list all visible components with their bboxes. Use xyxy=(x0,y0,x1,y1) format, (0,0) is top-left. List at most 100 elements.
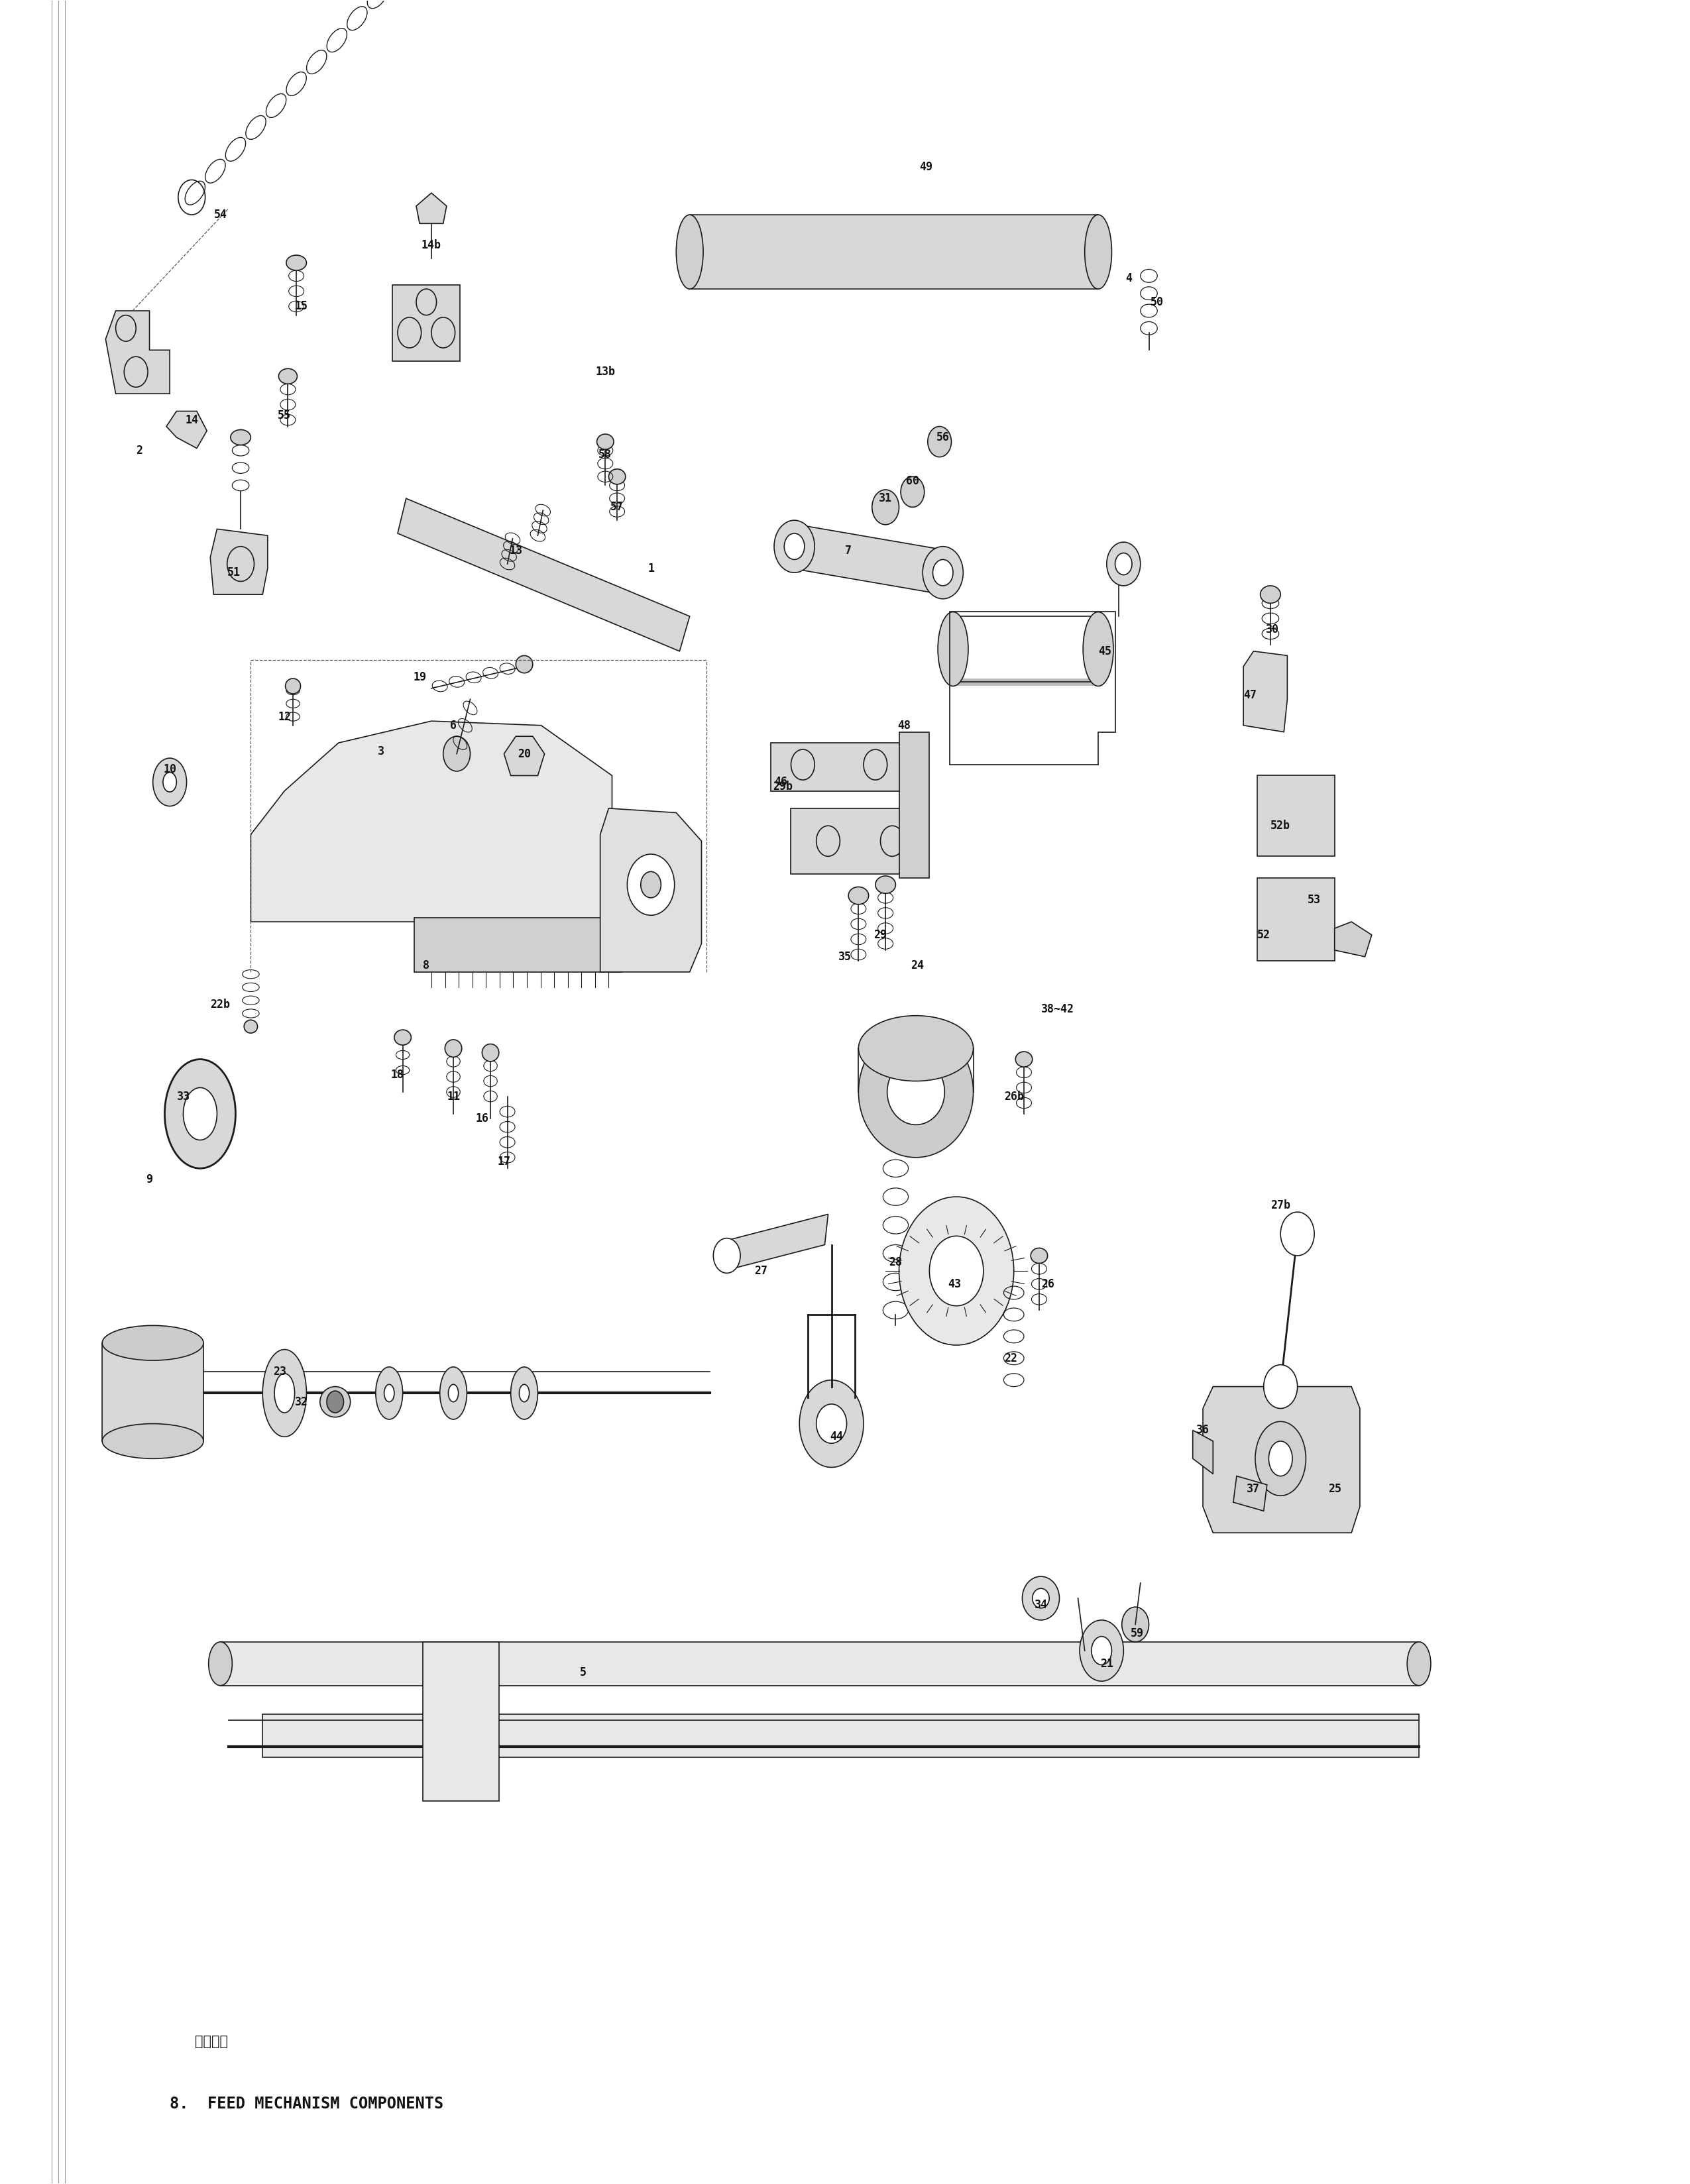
Ellipse shape xyxy=(515,655,532,673)
Circle shape xyxy=(930,1236,984,1306)
Text: 8: 8 xyxy=(422,959,429,972)
Ellipse shape xyxy=(816,1404,847,1444)
Text: 55: 55 xyxy=(277,411,291,422)
Text: 17: 17 xyxy=(497,1155,510,1168)
Polygon shape xyxy=(1335,922,1372,957)
Polygon shape xyxy=(1203,1387,1360,1533)
Text: 12: 12 xyxy=(277,710,291,723)
Polygon shape xyxy=(723,1214,828,1271)
Text: 2: 2 xyxy=(135,446,142,456)
Text: 47: 47 xyxy=(1244,688,1257,701)
Polygon shape xyxy=(101,1343,203,1441)
Circle shape xyxy=(627,854,674,915)
Text: 50: 50 xyxy=(1151,297,1164,308)
Ellipse shape xyxy=(510,1367,537,1420)
Text: 32: 32 xyxy=(294,1396,308,1409)
Polygon shape xyxy=(397,498,690,651)
Ellipse shape xyxy=(597,435,613,450)
Ellipse shape xyxy=(262,1350,306,1437)
Text: 13: 13 xyxy=(509,544,522,557)
Ellipse shape xyxy=(1031,1247,1048,1262)
Text: 44: 44 xyxy=(830,1431,843,1444)
Text: 送り関係: 送り関係 xyxy=(194,2035,228,2049)
Polygon shape xyxy=(422,1642,499,1802)
Polygon shape xyxy=(899,732,930,878)
Ellipse shape xyxy=(162,773,176,793)
Polygon shape xyxy=(1234,1476,1268,1511)
Circle shape xyxy=(1122,1607,1149,1642)
Text: 15: 15 xyxy=(294,301,308,312)
Ellipse shape xyxy=(101,1326,203,1361)
Text: 24: 24 xyxy=(911,959,924,972)
Ellipse shape xyxy=(1408,1642,1431,1686)
Text: 30: 30 xyxy=(1266,622,1279,636)
Text: 60: 60 xyxy=(906,476,919,487)
Ellipse shape xyxy=(230,430,250,446)
Text: 49: 49 xyxy=(919,162,933,173)
Text: 45: 45 xyxy=(1098,644,1112,657)
Polygon shape xyxy=(771,743,906,791)
Text: 26b: 26b xyxy=(1004,1090,1024,1103)
Polygon shape xyxy=(1244,651,1288,732)
Ellipse shape xyxy=(482,1044,499,1061)
Text: 11: 11 xyxy=(446,1090,460,1103)
Text: 22b: 22b xyxy=(211,998,230,1011)
Ellipse shape xyxy=(1022,1577,1060,1621)
Circle shape xyxy=(928,426,951,456)
Ellipse shape xyxy=(1083,612,1114,686)
Text: 48: 48 xyxy=(897,719,911,732)
Text: 29: 29 xyxy=(874,928,887,941)
Ellipse shape xyxy=(439,1367,466,1420)
Text: 31: 31 xyxy=(879,491,892,505)
Ellipse shape xyxy=(274,1374,294,1413)
Polygon shape xyxy=(414,917,622,972)
Text: 38~42: 38~42 xyxy=(1041,1002,1075,1016)
Text: 34: 34 xyxy=(1034,1599,1048,1612)
Text: 23: 23 xyxy=(272,1365,286,1378)
Text: 7: 7 xyxy=(845,544,852,557)
Ellipse shape xyxy=(1016,1053,1033,1068)
Text: 5: 5 xyxy=(580,1666,586,1679)
Text: 21: 21 xyxy=(1100,1658,1114,1671)
Ellipse shape xyxy=(875,876,896,893)
Text: 51: 51 xyxy=(226,566,240,579)
Polygon shape xyxy=(166,411,206,448)
Text: 27b: 27b xyxy=(1271,1199,1291,1212)
Polygon shape xyxy=(210,529,267,594)
Circle shape xyxy=(443,736,470,771)
Text: 58: 58 xyxy=(598,450,612,461)
Polygon shape xyxy=(220,1642,1420,1686)
Text: 52b: 52b xyxy=(1271,819,1291,832)
Ellipse shape xyxy=(519,1385,529,1402)
Circle shape xyxy=(901,476,924,507)
Text: 29b: 29b xyxy=(772,780,793,793)
Ellipse shape xyxy=(608,470,625,485)
Ellipse shape xyxy=(286,256,306,271)
Text: 14: 14 xyxy=(186,415,198,426)
Text: 9: 9 xyxy=(145,1173,152,1186)
Ellipse shape xyxy=(1092,1636,1112,1664)
Ellipse shape xyxy=(848,887,869,904)
Text: 28: 28 xyxy=(889,1256,902,1269)
Text: 22: 22 xyxy=(1004,1352,1017,1365)
Ellipse shape xyxy=(279,369,297,384)
Text: 6: 6 xyxy=(450,719,456,732)
Text: 26: 26 xyxy=(1041,1278,1055,1291)
Polygon shape xyxy=(504,736,544,775)
Circle shape xyxy=(784,533,804,559)
Text: 46: 46 xyxy=(774,775,788,788)
Text: 3: 3 xyxy=(377,745,384,758)
Ellipse shape xyxy=(887,1059,945,1125)
Polygon shape xyxy=(791,808,926,874)
Circle shape xyxy=(1115,553,1132,574)
Circle shape xyxy=(1281,1212,1315,1256)
Text: 57: 57 xyxy=(610,500,624,513)
Text: 33: 33 xyxy=(177,1090,189,1103)
Ellipse shape xyxy=(101,1424,203,1459)
Text: 10: 10 xyxy=(164,762,176,775)
Text: 52: 52 xyxy=(1257,928,1271,941)
Ellipse shape xyxy=(1085,214,1112,288)
Polygon shape xyxy=(679,214,1109,288)
Text: 36: 36 xyxy=(1197,1424,1210,1437)
Polygon shape xyxy=(1257,775,1335,856)
